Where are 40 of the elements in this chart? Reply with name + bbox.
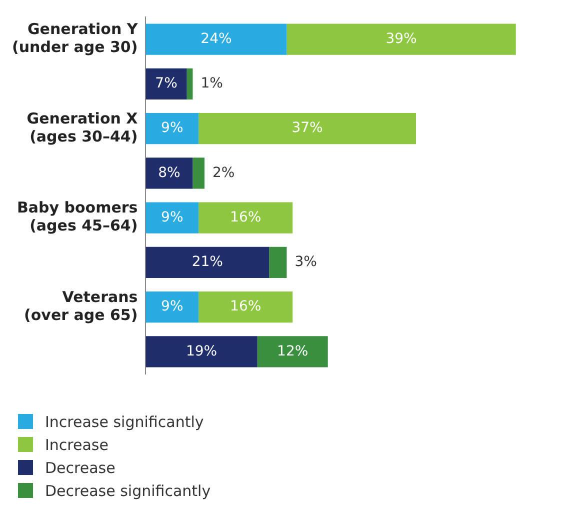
data-label: 24% <box>200 30 232 47</box>
data-label: 1% <box>200 76 223 92</box>
data-label: 19% <box>186 343 218 360</box>
legend-label: Decrease <box>45 458 116 476</box>
bar <box>146 202 199 234</box>
bar <box>146 158 193 189</box>
bar <box>198 291 293 323</box>
data-label: 39% <box>386 30 417 47</box>
bar <box>192 158 204 189</box>
bar <box>146 291 199 323</box>
data-label: 2% <box>212 164 235 181</box>
y-tick-label: Veterans (over age 65) <box>24 288 138 324</box>
data-label: 12% <box>277 343 308 360</box>
data-label: 9% <box>161 120 184 136</box>
y-tick-label: Generation Y (under age 30) <box>12 20 139 56</box>
legend-label: Increase <box>45 436 108 454</box>
bar <box>146 24 287 55</box>
y-tick-label: Baby boomers (ages 45–64) <box>16 198 138 235</box>
data-label: 37% <box>292 120 323 136</box>
bar <box>146 68 187 100</box>
bar <box>198 112 416 144</box>
y-tick-label: Generation X (ages 30–44) <box>26 109 138 146</box>
data-label: 9% <box>161 209 184 226</box>
legend-label: Decrease significantly <box>45 482 211 500</box>
bar <box>257 336 328 368</box>
data-label: 9% <box>161 298 184 315</box>
data-label: 16% <box>230 209 262 226</box>
legend-label: Increase significantly <box>45 412 204 430</box>
bar <box>198 202 293 234</box>
data-label: 7% <box>155 76 178 92</box>
bar <box>146 112 199 144</box>
bar <box>146 336 258 368</box>
bar <box>186 68 193 100</box>
bar <box>146 246 270 278</box>
bar <box>286 24 516 55</box>
data-label: 16% <box>230 298 262 315</box>
data-label: 8% <box>158 164 180 181</box>
bar <box>269 246 287 278</box>
data-label: 3% <box>294 254 317 270</box>
data-label: 21% <box>192 254 223 270</box>
